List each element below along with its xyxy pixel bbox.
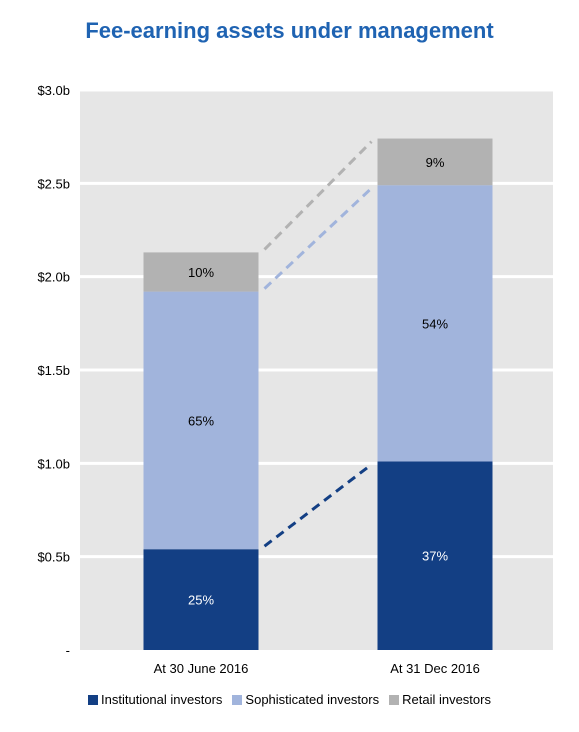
legend-item: Sophisticated investors: [232, 692, 379, 707]
y-tick-label: $2.5b: [37, 176, 70, 191]
data-label: 25%: [188, 593, 214, 608]
x-tick-label: At 30 June 2016: [154, 661, 249, 676]
chart-title: Fee-earning assets under management: [85, 18, 494, 43]
y-tick-label: -: [66, 643, 70, 658]
connector-line-retail-investors: [263, 140, 373, 251]
x-tick-label: At 31 Dec 2016: [390, 661, 480, 676]
bar-segment-retail-investors: [377, 138, 493, 186]
connector-line-institutional-investors: [263, 463, 373, 548]
y-tick-label: $3.0b: [37, 83, 70, 98]
data-label: 9%: [426, 155, 445, 170]
legend-item: Institutional investors: [88, 692, 222, 707]
connector-line-sophisticated-investors: [263, 187, 373, 290]
y-tick-label: $1.5b: [37, 363, 70, 378]
y-tick-label: $2.0b: [37, 270, 70, 285]
bar-segment-retail-investors: [143, 252, 259, 292]
y-tick-label: $1.0b: [37, 456, 70, 471]
legend-swatch: [389, 694, 400, 705]
chart-legend: Institutional investors Sophisticated inv…: [0, 692, 579, 707]
bar-segment-institutional-investors: [377, 461, 493, 650]
legend-label: Institutional investors: [101, 692, 223, 707]
data-label: 65%: [188, 413, 214, 428]
data-label: 54%: [422, 316, 448, 331]
data-label: 37%: [422, 549, 448, 564]
legend-item: Retail investors: [389, 692, 491, 707]
legend-label: Retail investors: [402, 692, 491, 707]
legend-label: Sophisticated investors: [245, 692, 380, 707]
legend-swatch: [88, 694, 99, 705]
y-tick-label: $0.5b: [37, 550, 70, 565]
legend-swatch: [232, 694, 243, 705]
data-label: 10%: [188, 265, 214, 280]
stacked-bar-chart: - $0.5b $1.0b $1.5b $2.0b $2.5b $3.0b 25% 65% 10%…: [37, 83, 553, 676]
bar-segment-sophisticated-investors: [143, 291, 259, 550]
bar-segment-sophisticated-investors: [377, 185, 493, 462]
bar-segment-institutional-investors: [143, 549, 259, 650]
